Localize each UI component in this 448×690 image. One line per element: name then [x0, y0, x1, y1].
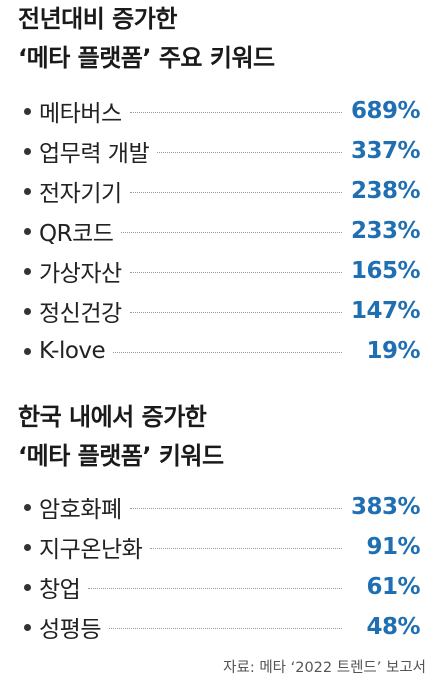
table-row: 가상자산 165% — [0, 251, 448, 291]
keyword-value: 233% — [350, 218, 420, 244]
bullet-dot-icon — [24, 308, 31, 315]
dotted-leader — [109, 628, 342, 629]
keyword-label: 업무력 개발 — [39, 134, 157, 168]
bullet-dot-icon — [24, 584, 31, 591]
keyword-label: QR코드 — [39, 214, 121, 248]
table-row: 업무력 개발 337% — [0, 131, 448, 171]
title-line-2: ‘메타 플랫폼’ 키워드 — [18, 437, 448, 476]
bullet-dot-icon — [24, 504, 31, 511]
bullet-dot-icon — [24, 544, 31, 551]
keyword-table-korea: 한국 내에서 증가한 ‘메타 플랫폼’ 키워드 암호화폐 383% 지구온난화 91%… — [0, 398, 448, 647]
keyword-label: 암호화폐 — [39, 490, 130, 524]
bullet-dot-icon — [24, 228, 31, 235]
title-line-1: 전년대비 증가한 — [18, 0, 448, 39]
keyword-label: 전자기기 — [39, 174, 130, 208]
dotted-leader — [150, 548, 342, 549]
dotted-leader — [130, 192, 342, 193]
dotted-leader — [130, 312, 342, 313]
keyword-value: 61% — [350, 574, 420, 600]
title-line-1: 한국 내에서 증가한 — [18, 398, 448, 437]
table-row: 메타버스 689% — [0, 91, 448, 131]
keyword-label: 정신건강 — [39, 294, 130, 328]
table-row: 성평등 48% — [0, 607, 448, 647]
keyword-label: 가상자산 — [39, 254, 130, 288]
dotted-leader — [130, 112, 342, 113]
source-note: 자료: 메타 ‘2022 트렌드’ 보고서 — [223, 656, 426, 677]
table-row: 창업 61% — [0, 567, 448, 607]
dotted-leader — [113, 352, 342, 353]
table-row: 암호화폐 383% — [0, 487, 448, 527]
bullet-dot-icon — [24, 624, 31, 631]
keyword-value: 147% — [350, 298, 420, 324]
bullet-dot-icon — [24, 268, 31, 275]
bullet-dot-icon — [24, 148, 31, 155]
dotted-leader — [130, 272, 342, 273]
keyword-label: 지구온난화 — [39, 530, 150, 564]
dotted-leader — [121, 232, 342, 233]
keyword-value: 165% — [350, 258, 420, 284]
keyword-rows: 메타버스 689% 업무력 개발 337% 전자기기 238% QR코드 233% 가상자산 16… — [0, 91, 448, 371]
dotted-leader — [88, 588, 342, 589]
table-row: 지구온난화 91% — [0, 527, 448, 567]
keyword-table-yoy: 전년대비 증가한 ‘메타 플랫폼’ 주요 키워드 메타버스 689% 업무력 개발 3… — [0, 0, 448, 371]
title-line-2: ‘메타 플랫폼’ 주요 키워드 — [18, 39, 448, 78]
keyword-label: 메타버스 — [39, 94, 130, 128]
bullet-dot-icon — [24, 348, 31, 355]
keyword-value: 48% — [350, 614, 420, 640]
keyword-label: 성평등 — [39, 610, 109, 644]
keyword-value: 383% — [350, 494, 420, 520]
keyword-value: 337% — [350, 138, 420, 164]
keyword-label: 창업 — [39, 570, 88, 604]
bullet-dot-icon — [24, 108, 31, 115]
table-row: 전자기기 238% — [0, 171, 448, 211]
keyword-value: 19% — [350, 338, 420, 364]
table-row: K-love 19% — [0, 331, 448, 371]
table-title: 한국 내에서 증가한 ‘메타 플랫폼’ 키워드 — [18, 398, 448, 476]
bullet-dot-icon — [24, 188, 31, 195]
keyword-value: 91% — [350, 534, 420, 560]
keyword-rows: 암호화폐 383% 지구온난화 91% 창업 61% 성평등 48% — [0, 487, 448, 647]
dotted-leader — [157, 152, 342, 153]
table-row: 정신건강 147% — [0, 291, 448, 331]
keyword-value: 689% — [350, 98, 420, 124]
table-row: QR코드 233% — [0, 211, 448, 251]
keyword-label: K-love — [39, 338, 113, 364]
table-title: 전년대비 증가한 ‘메타 플랫폼’ 주요 키워드 — [18, 0, 448, 78]
dotted-leader — [130, 508, 342, 509]
keyword-value: 238% — [350, 178, 420, 204]
